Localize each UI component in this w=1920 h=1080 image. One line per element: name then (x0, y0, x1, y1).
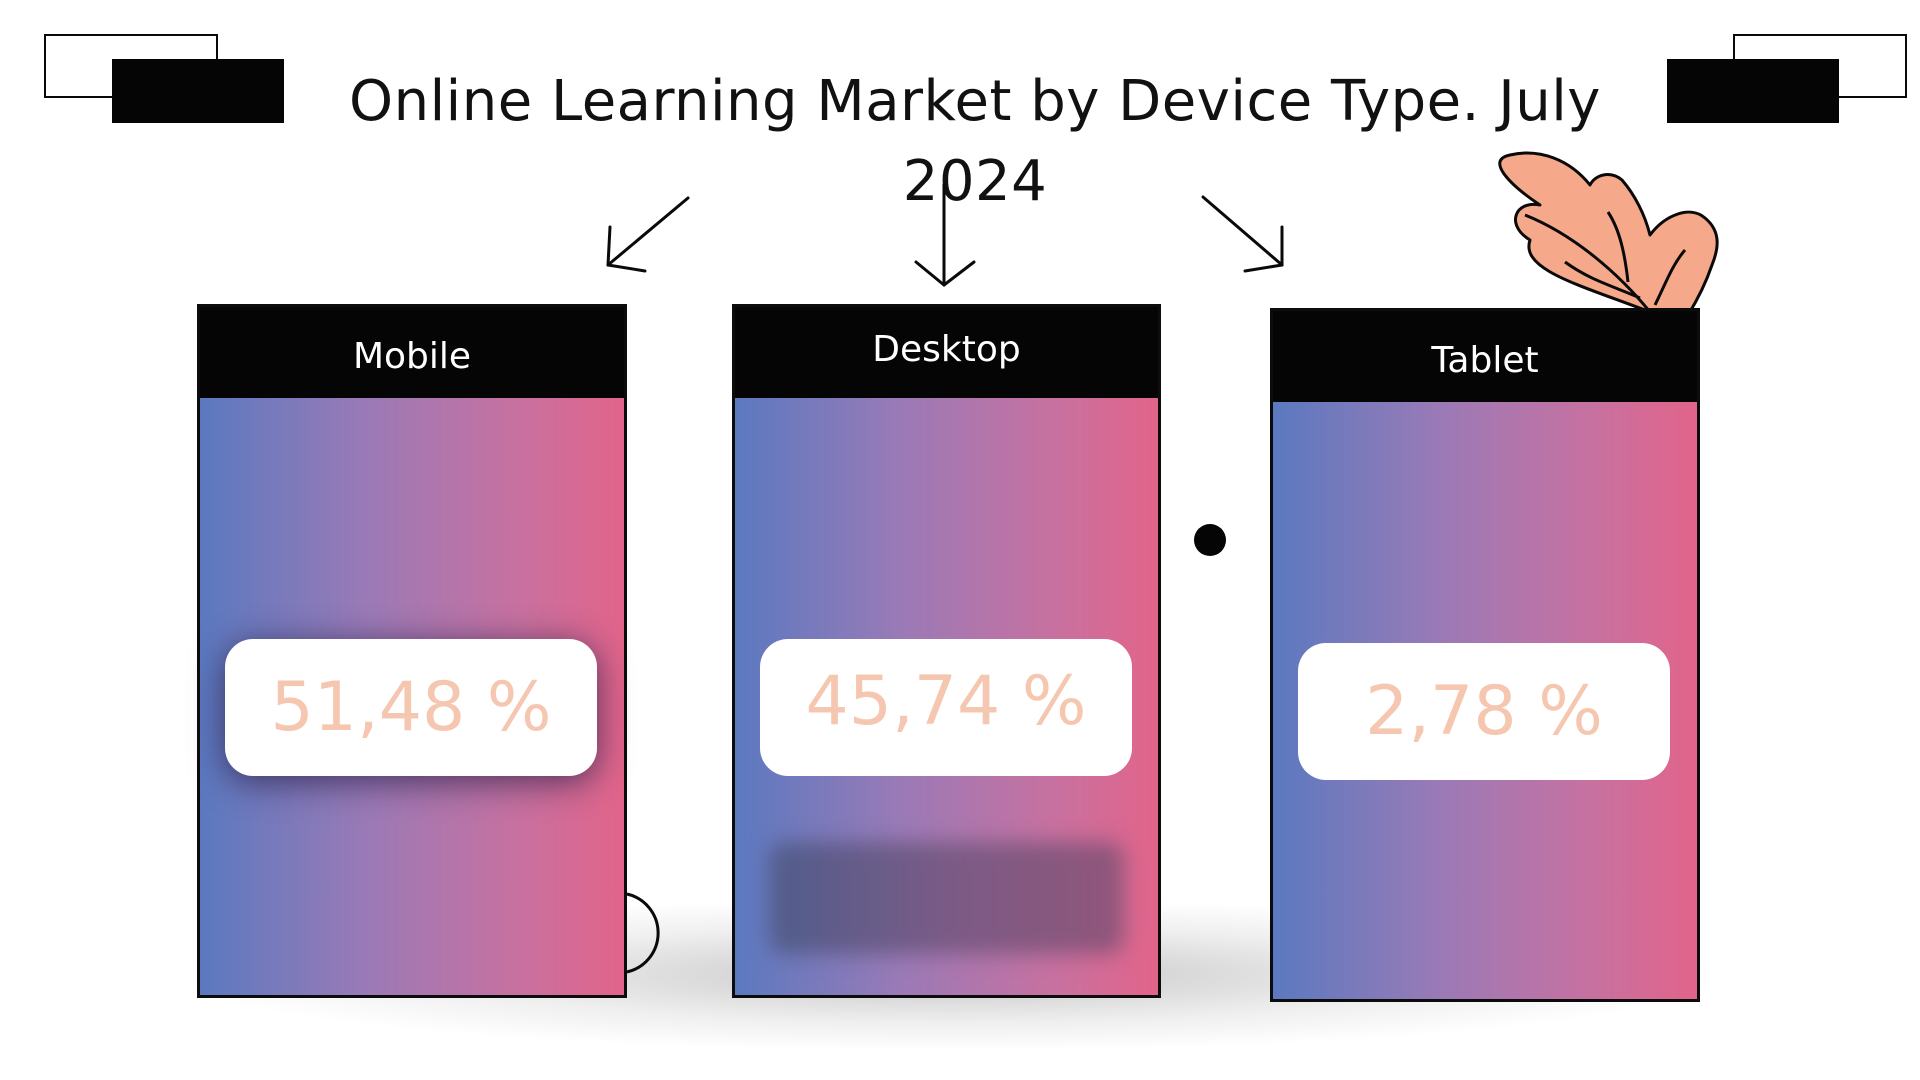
value-label-mobile: 51,48 % (225, 639, 597, 776)
value-label-desktop: 45,74 % (760, 639, 1132, 776)
dot-icon (1194, 524, 1226, 556)
arrow-down-icon (914, 183, 976, 287)
card-mobile: Mobile 51,48 % (197, 304, 627, 998)
deco-solid-rect-left (112, 59, 284, 123)
blurred-block (769, 842, 1124, 954)
card-tablet: Tablet 2,78 % (1270, 308, 1700, 1002)
page-title: Online Learning Market by Device Type. J… (349, 69, 1601, 214)
card-desktop: Desktop 45,74 % (732, 304, 1161, 998)
deco-solid-rect-right (1667, 59, 1839, 123)
card-header-tablet: Tablet (1273, 311, 1697, 402)
half-circle-icon (626, 892, 660, 974)
arrow-down-left-icon (606, 196, 690, 273)
value-label-tablet: 2,78 % (1298, 643, 1670, 780)
arrow-down-right-icon (1201, 195, 1284, 273)
card-header-mobile: Mobile (200, 307, 624, 398)
card-header-desktop: Desktop (735, 307, 1158, 398)
